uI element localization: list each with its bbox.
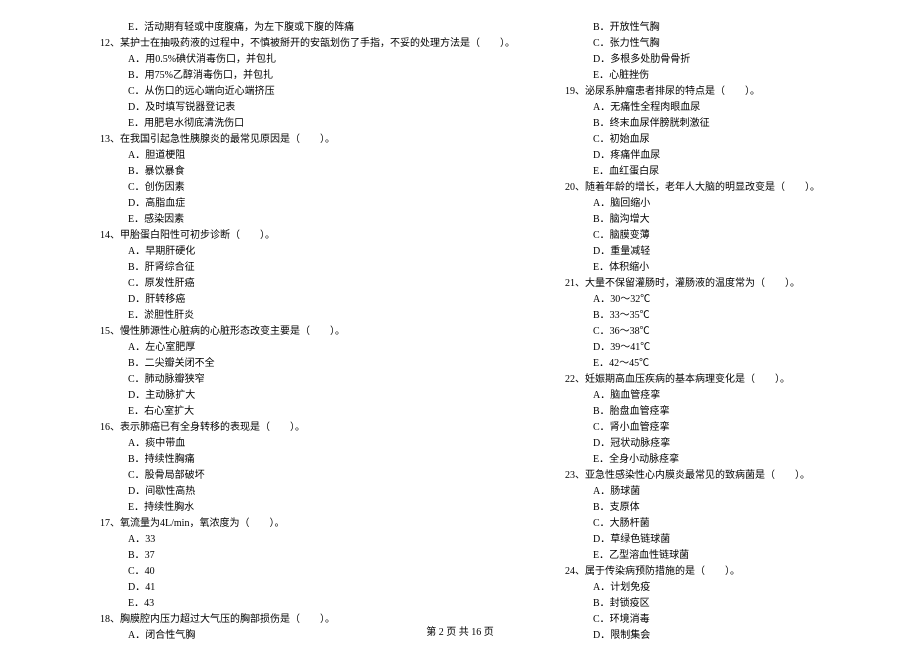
option-line: E．持续性胸水 (100, 500, 515, 516)
option-line: E．右心室扩大 (100, 404, 515, 420)
question-line: 20、随着年龄的增长，老年人大脑的明显改变是（ ）。 (565, 180, 850, 196)
option-line: B．暴饮暴食 (100, 164, 515, 180)
option-line: D．草绿色链球菌 (565, 532, 850, 548)
option-line: E．血红蛋白尿 (565, 164, 850, 180)
option-line: B．开放性气胸 (565, 20, 850, 36)
option-line: A．早期肝硬化 (100, 244, 515, 260)
page-content: E．活动期有轻或中度腹痛，为左下腹或下腹的阵痛12、某护士在抽吸药液的过程中，不… (0, 0, 920, 644)
question-line: 21、大量不保留灌肠时，灌肠液的温度常为（ ）。 (565, 276, 850, 292)
question-line: 14、甲胎蛋白阳性可初步诊断（ ）。 (100, 228, 515, 244)
option-line: D．多根多处肋骨骨折 (565, 52, 850, 68)
option-line: C．肺动脉瓣狭窄 (100, 372, 515, 388)
option-line: A．脑血管痉挛 (565, 388, 850, 404)
question-line: 23、亚急性感染性心内膜炎最常见的致病菌是（ ）。 (565, 468, 850, 484)
option-line: B．二尖瓣关闭不全 (100, 356, 515, 372)
option-line: A．计划免疫 (565, 580, 850, 596)
option-line: E．42～45℃ (565, 356, 850, 372)
left-column: E．活动期有轻或中度腹痛，为左下腹或下腹的阵痛12、某护士在抽吸药液的过程中，不… (100, 20, 545, 644)
option-line: D．冠状动脉痉挛 (565, 436, 850, 452)
option-line: E．心脏挫伤 (565, 68, 850, 84)
option-line: A．33 (100, 532, 515, 548)
option-line: E．体积缩小 (565, 260, 850, 276)
option-line: D．主动脉扩大 (100, 388, 515, 404)
option-line: E．全身小动脉痉挛 (565, 452, 850, 468)
question-line: 17、氧流量为4L/min，氧浓度为（ ）。 (100, 516, 515, 532)
question-line: 12、某护士在抽吸药液的过程中，不慎被掰开的安瓿划伤了手指，不妥的处理方法是（ … (100, 36, 515, 52)
question-line: 22、妊娠期高血压疾病的基本病理变化是（ ）。 (565, 372, 850, 388)
option-line: C．40 (100, 564, 515, 580)
option-line: D．39～41℃ (565, 340, 850, 356)
option-line: C．脑膜变薄 (565, 228, 850, 244)
option-line: D．重量减轻 (565, 244, 850, 260)
option-line: A．胆道梗阻 (100, 148, 515, 164)
option-line: D．疼痛伴血尿 (565, 148, 850, 164)
option-line: A．痰中带血 (100, 436, 515, 452)
option-line: B．33～35℃ (565, 308, 850, 324)
option-line: C．大肠杆菌 (565, 516, 850, 532)
option-line: A．左心室肥厚 (100, 340, 515, 356)
option-line: D．间歇性高热 (100, 484, 515, 500)
option-line: C．原发性肝癌 (100, 276, 515, 292)
option-line: B．胎盘血管痉挛 (565, 404, 850, 420)
option-line: C．肾小血管痉挛 (565, 420, 850, 436)
option-line: C．创伤因素 (100, 180, 515, 196)
option-line: A．脑回缩小 (565, 196, 850, 212)
option-line: D．及时填写锐器登记表 (100, 100, 515, 116)
option-line: A．无痛性全程肉眼血尿 (565, 100, 850, 116)
option-line: E．乙型溶血性链球菌 (565, 548, 850, 564)
option-line: C．从伤口的远心端向近心端挤压 (100, 84, 515, 100)
option-line: B．终末血尿伴膀胱刺激征 (565, 116, 850, 132)
option-line: C．初始血尿 (565, 132, 850, 148)
question-line: 15、慢性肺源性心脏病的心脏形态改变主要是（ ）。 (100, 324, 515, 340)
option-line: D．肝转移癌 (100, 292, 515, 308)
option-line: D．高脂血症 (100, 196, 515, 212)
option-line: D．41 (100, 580, 515, 596)
right-column: B．开放性气胸C．张力性气胸D．多根多处肋骨骨折E．心脏挫伤19、泌尿系肿瘤患者… (545, 20, 850, 644)
option-line: A．用0.5%碘伏消毒伤口，并包扎 (100, 52, 515, 68)
option-line: B．肝肾综合征 (100, 260, 515, 276)
option-line: E．活动期有轻或中度腹痛，为左下腹或下腹的阵痛 (100, 20, 515, 36)
option-line: B．37 (100, 548, 515, 564)
question-line: 13、在我国引起急性胰腺炎的最常见原因是（ ）。 (100, 132, 515, 148)
question-line: 19、泌尿系肿瘤患者排尿的特点是（ ）。 (565, 84, 850, 100)
option-line: E．用肥皂水彻底清洗伤口 (100, 116, 515, 132)
question-line: 16、表示肺癌已有全身转移的表现是（ ）。 (100, 420, 515, 436)
option-line: B．用75%乙醇消毒伤口，并包扎 (100, 68, 515, 84)
option-line: E．感染因素 (100, 212, 515, 228)
question-line: 24、属于传染病预防措施的是（ ）。 (565, 564, 850, 580)
option-line: C．张力性气胸 (565, 36, 850, 52)
option-line: C．股骨局部破坏 (100, 468, 515, 484)
option-line: C．36～38℃ (565, 324, 850, 340)
option-line: A．肠球菌 (565, 484, 850, 500)
option-line: B．封锁疫区 (565, 596, 850, 612)
option-line: A．30～32℃ (565, 292, 850, 308)
option-line: B．脑沟增大 (565, 212, 850, 228)
option-line: B．支原体 (565, 500, 850, 516)
page-footer: 第 2 页 共 16 页 (0, 623, 920, 638)
option-line: E．43 (100, 596, 515, 612)
option-line: B．持续性胸痛 (100, 452, 515, 468)
option-line: E．淤胆性肝炎 (100, 308, 515, 324)
